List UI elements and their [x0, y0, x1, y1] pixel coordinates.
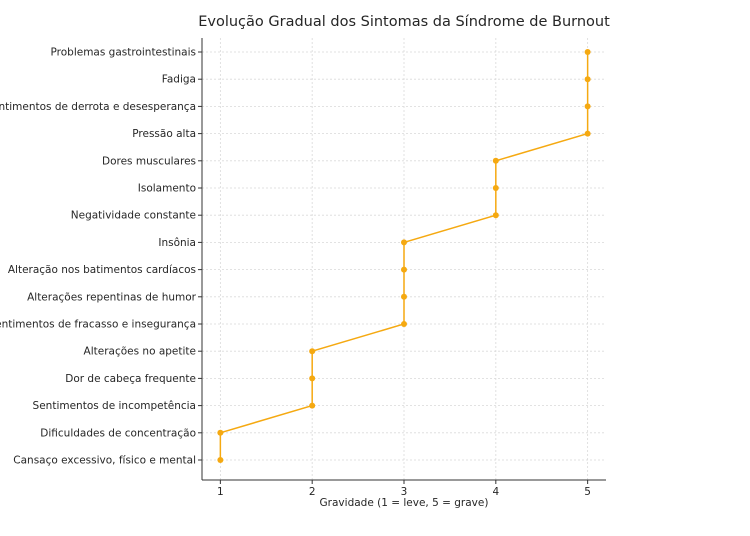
y-tick-label: Dificuldades de concentração [40, 427, 196, 439]
x-tick-label: 1 [217, 486, 224, 498]
x-tick-label: 3 [401, 486, 408, 498]
data-point [492, 157, 499, 164]
y-tick-label: Alteração nos batimentos cardíacos [8, 264, 196, 276]
x-tick-label: 2 [309, 486, 316, 498]
y-tick-label: Pressão alta [132, 128, 196, 140]
y-tick-label: Insônia [158, 237, 196, 249]
x-tick-labels: 1 2 3 4 5 [217, 486, 591, 498]
data-point [401, 293, 407, 300]
data-point [492, 212, 499, 219]
chart-title: Evolução Gradual dos Sintomas da Síndrom… [198, 14, 610, 30]
data-point [584, 103, 591, 110]
y-tick-label: Alterações repentinas de humor [27, 291, 197, 303]
y-tick-label: Dor de cabeça frequente [65, 373, 196, 385]
y-tick-label: Alterações no apetite [84, 346, 196, 358]
y-tick-label: Fadiga [162, 74, 196, 86]
data-point [309, 402, 316, 409]
x-tick-label: 4 [492, 486, 499, 498]
data-point [584, 49, 591, 55]
data-point [492, 185, 499, 191]
y-tick-label: Dores musculares [102, 155, 196, 167]
series-line [219, 52, 589, 460]
y-tick-label: Problemas gastrointestinais [51, 47, 197, 59]
data-point [217, 429, 224, 436]
y-tick-label: Cansaço excessivo, físico e mental [13, 455, 196, 467]
x-axis-label: Gravidade (1 = leve, 5 = grave) [320, 497, 489, 509]
y-tick-label: Isolamento [138, 183, 196, 195]
data-point [309, 348, 316, 355]
data-point [401, 266, 407, 273]
series [217, 49, 591, 463]
data-point [217, 457, 224, 463]
data-point [584, 130, 591, 137]
data-point [401, 239, 407, 246]
y-tick-labels: Cansaço excessivo, físico e mental Dificu… [0, 47, 197, 467]
data-point [401, 321, 407, 327]
data-point [584, 76, 591, 83]
y-tick-label: Sentimentos de incompetência [33, 400, 196, 412]
grid [202, 38, 606, 480]
y-tick-label: Sentimentos de derrota e desesperança [0, 101, 196, 113]
y-tick-label: Sentimentos de fracasso e insegurança [0, 319, 196, 331]
axes [198, 38, 606, 484]
y-tick-label: Negatividade constante [71, 210, 196, 222]
data-point [309, 375, 316, 382]
x-tick-label: 5 [584, 486, 591, 498]
